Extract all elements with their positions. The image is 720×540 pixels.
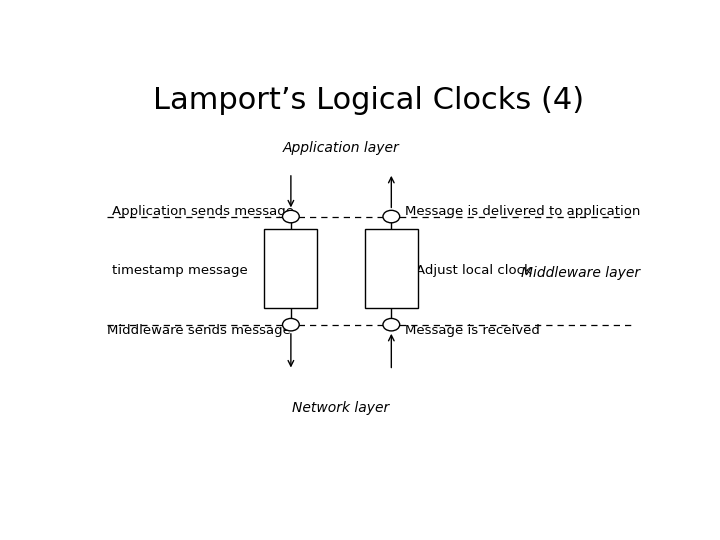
Text: timestamp message: timestamp message [112, 264, 248, 277]
Circle shape [383, 319, 400, 331]
Bar [365, 229, 418, 308]
Circle shape [282, 210, 300, 223]
Text: Middleware layer: Middleware layer [521, 266, 641, 280]
Text: Application sends message: Application sends message [112, 205, 294, 218]
Text: Message is received: Message is received [405, 323, 540, 336]
Text: Network layer: Network layer [292, 401, 390, 415]
Bar [264, 229, 318, 308]
Text: Message is delivered to application: Message is delivered to application [405, 205, 641, 218]
Text: Adjust local clock: Adjust local clock [416, 264, 532, 277]
Text: Lamport’s Logical Clocks (4): Lamport’s Logical Clocks (4) [153, 86, 585, 114]
Circle shape [282, 319, 300, 331]
Circle shape [383, 210, 400, 223]
Text: Application layer: Application layer [283, 141, 400, 155]
Text: Middleware sends message: Middleware sends message [107, 323, 291, 336]
